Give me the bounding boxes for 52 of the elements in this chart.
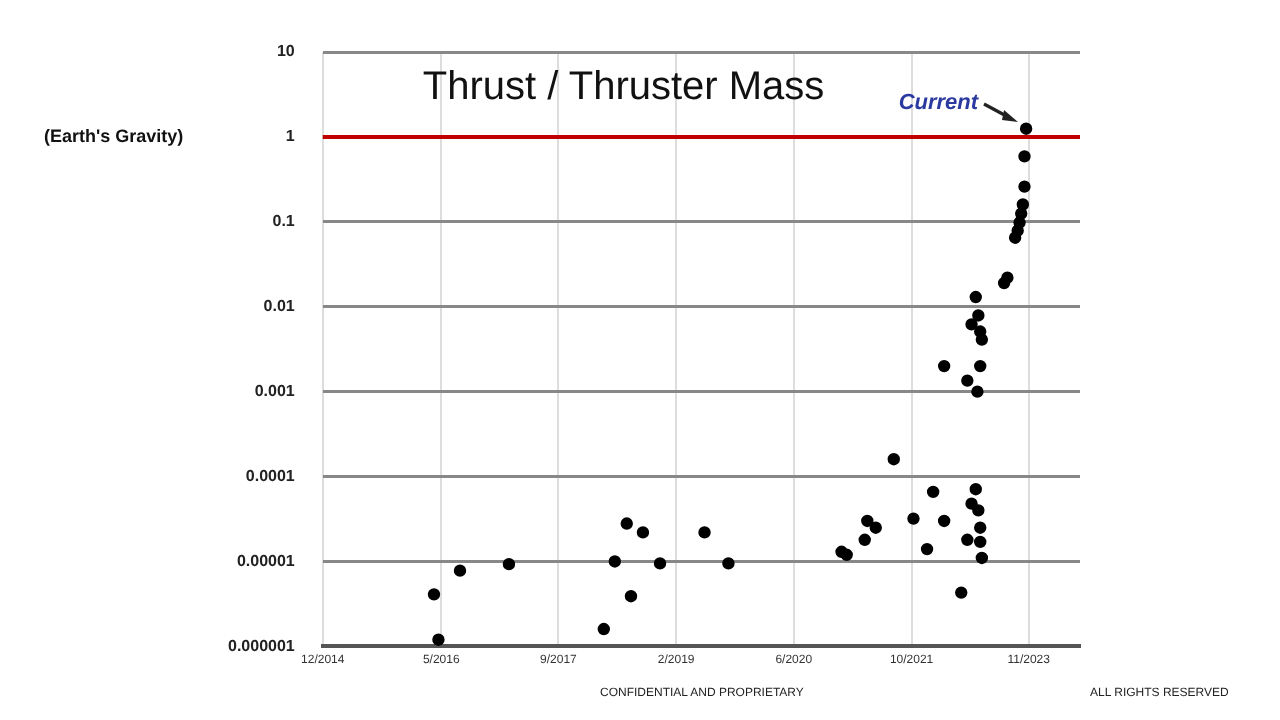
point (926, 485, 940, 499)
point (971, 385, 984, 398)
point (869, 521, 882, 534)
point (937, 359, 951, 373)
point (1019, 122, 1033, 135)
y-tick-label: 0.0001 (245, 466, 296, 485)
point (861, 514, 874, 528)
point (636, 526, 650, 539)
point (965, 318, 978, 331)
point (937, 514, 951, 528)
y-tick-label: 0.01 (263, 297, 296, 316)
point (975, 551, 989, 565)
point (1018, 180, 1031, 193)
point (887, 453, 900, 466)
point (624, 590, 638, 603)
point (961, 533, 974, 547)
point (920, 542, 934, 556)
point (1001, 271, 1014, 284)
point (972, 309, 985, 322)
point (597, 622, 611, 636)
y-axis-title: (Earth's Gravity) (44, 125, 184, 146)
point (502, 557, 516, 571)
point (722, 557, 735, 570)
point (969, 290, 982, 304)
point (974, 359, 987, 373)
point (1018, 150, 1031, 163)
point (974, 521, 987, 534)
y-tick-label: 0.001 (254, 382, 296, 401)
point (427, 588, 441, 601)
point (955, 586, 968, 599)
y-tick-label: 0.000001 (227, 636, 296, 655)
point (432, 633, 445, 646)
chart-title: Thrust / Thruster Mass (422, 65, 825, 110)
point (608, 555, 622, 568)
point (620, 517, 633, 530)
point (698, 526, 711, 539)
y-tick-label: 0.1 (272, 212, 296, 231)
point (969, 483, 982, 496)
y-tick-label: 1 (285, 127, 296, 146)
point (453, 564, 467, 577)
point (961, 374, 974, 387)
y-tick-label: 10 (276, 42, 296, 61)
point (975, 333, 989, 346)
annotation: Current (898, 90, 981, 115)
y-tick-label: 0.00001 (236, 551, 296, 570)
point (907, 512, 920, 525)
point (972, 504, 985, 517)
point (974, 535, 987, 549)
point (858, 533, 871, 547)
point (653, 557, 667, 570)
point (1016, 198, 1030, 211)
point (840, 548, 853, 561)
